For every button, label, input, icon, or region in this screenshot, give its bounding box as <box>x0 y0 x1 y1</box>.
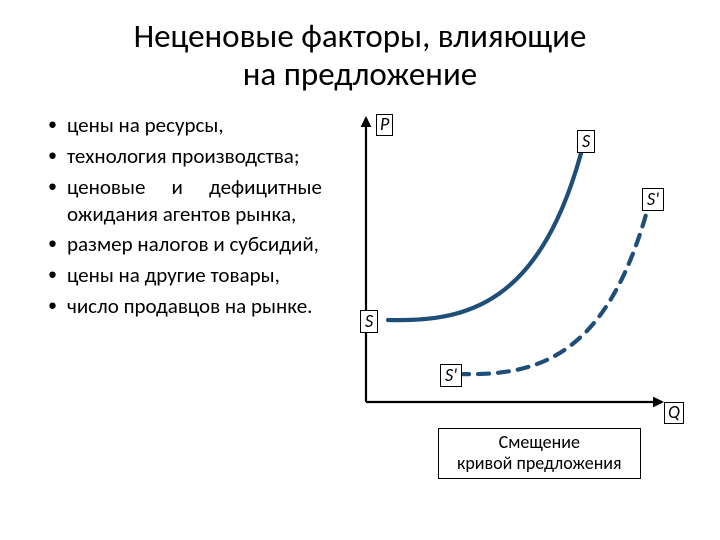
axis-label-q: Q <box>664 402 684 424</box>
list-item-text: цены на ресурсы, <box>67 112 322 139</box>
supply-shift-chart: P Q S S S' S' Смещение кривой предложени… <box>330 112 690 432</box>
bullet-dot-icon: • <box>48 262 57 287</box>
bullet-dot-icon: • <box>48 112 57 137</box>
list-item: • технология производства; <box>48 143 322 170</box>
list-item: • число продавцов на рынке. <box>48 293 322 320</box>
list-item: • цены на ресурсы, <box>48 112 322 139</box>
list-item-text: ценовые и дефицитные ожидания агентов ры… <box>67 174 322 228</box>
curve-s-label-end: S <box>577 130 595 153</box>
content-row: • цены на ресурсы, • технология производс… <box>0 112 720 432</box>
list-item-text: число продавцов на рынке. <box>67 293 322 320</box>
bullet-list: • цены на ресурсы, • технология производс… <box>0 112 330 432</box>
bullet-dot-icon: • <box>48 293 57 318</box>
axis-label-p: P <box>376 114 393 136</box>
list-item-text: размер налогов и субсидий, <box>67 231 322 258</box>
title-line-1: Неценовые факторы, влияющие <box>134 16 587 56</box>
chart-caption: Смещение кривой предложения <box>438 428 641 479</box>
list-item: • размер налогов и субсидий, <box>48 231 322 258</box>
bullet-dot-icon: • <box>48 174 57 199</box>
curve-sprime-label-end: S' <box>642 188 664 211</box>
slide-title: Неценовые факторы, влияющие на предложен… <box>0 0 720 94</box>
list-item-text: цены на другие товары, <box>67 262 322 289</box>
bullet-dot-icon: • <box>48 231 57 256</box>
curve-s-label-start: S <box>360 310 378 333</box>
caption-line-1: Смещение <box>499 431 580 453</box>
curve-sprime-label-start: S' <box>440 364 462 387</box>
list-item: • цены на другие товары, <box>48 262 322 289</box>
list-item: • ценовые и дефицитные ожидания агентов р… <box>48 174 322 228</box>
title-line-2: на предложение <box>243 54 477 94</box>
list-item-text: технология производства; <box>67 143 322 170</box>
bullet-dot-icon: • <box>48 143 57 168</box>
caption-line-2: кривой предложения <box>457 452 622 474</box>
